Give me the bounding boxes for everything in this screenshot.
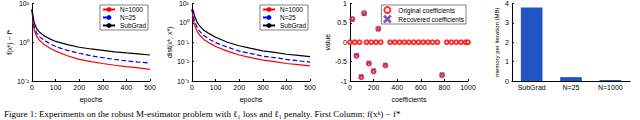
svg-text:600: 600 <box>415 84 427 91</box>
html-text:Figure 1: Experiments on the r: Figure 1: Experiments on the robust M-es… <box>4 109 401 119</box>
svg-text:0.5: 0.5 <box>337 19 347 26</box>
svg-text:500: 500 <box>304 84 316 91</box>
svg-text:10⁻¹: 10⁻¹ <box>177 39 190 46</box>
svg-text:N=25: N=25 <box>563 84 580 91</box>
svg-text:2: 2 <box>505 39 509 46</box>
svg-text:10¹: 10¹ <box>179 0 190 7</box>
svg-text:N=1000: N=1000 <box>280 6 303 13</box>
svg-text:10⁻²: 10⁻² <box>177 58 190 65</box>
svg-text:200: 200 <box>233 84 245 91</box>
svg-text:300: 300 <box>257 84 269 91</box>
svg-text:Recovered coefficients: Recovered coefficients <box>398 16 464 23</box>
svg-text:f(xᵏ) − f*: f(xᵏ) − f* <box>6 29 14 54</box>
svg-text:0: 0 <box>30 84 34 91</box>
svg-text:10⁻³: 10⁻³ <box>177 78 190 85</box>
svg-text:4: 4 <box>505 0 509 7</box>
svg-text:0: 0 <box>348 84 352 91</box>
svg-text:N=25: N=25 <box>120 14 136 21</box>
svg-text:SubGrad: SubGrad <box>518 84 546 91</box>
svg-text:SubGrad: SubGrad <box>120 22 146 29</box>
svg-text:coefficients: coefficients <box>392 96 427 103</box>
svg-text:1000: 1000 <box>460 84 476 91</box>
svg-text:200: 200 <box>368 84 380 91</box>
svg-text:-1: -1 <box>341 78 347 85</box>
svg-text:value: value <box>324 34 331 51</box>
svg-text:N=1000: N=1000 <box>598 84 623 91</box>
svg-text:1: 1 <box>343 0 347 7</box>
svg-text:10⁻²: 10⁻² <box>17 78 30 85</box>
svg-text:10⁰: 10⁰ <box>19 39 30 46</box>
svg-text:Original coefficients: Original coefficients <box>398 7 455 15</box>
svg-text:200: 200 <box>73 84 85 91</box>
svg-text:epochs: epochs <box>80 96 103 104</box>
svg-text:400: 400 <box>281 84 293 91</box>
svg-text:dist(xᵏ, x*): dist(xᵏ, x*) <box>166 26 174 58</box>
svg-text:800: 800 <box>439 84 451 91</box>
svg-text:500: 500 <box>144 84 156 91</box>
svg-text:400: 400 <box>121 84 133 91</box>
svg-text:-0.5: -0.5 <box>335 58 347 65</box>
svg-text:0: 0 <box>505 78 509 85</box>
svg-text:SubGrad: SubGrad <box>280 22 306 29</box>
svg-text:100: 100 <box>210 84 222 91</box>
svg-text:400: 400 <box>391 84 403 91</box>
svg-text:3: 3 <box>505 19 509 26</box>
svg-text:10⁰: 10⁰ <box>179 19 190 26</box>
svg-text:epochs: epochs <box>240 96 263 104</box>
svg-text:memory per iteration (MB): memory per iteration (MB) <box>494 7 500 77</box>
svg-text:0: 0 <box>190 84 194 91</box>
svg-text:10²: 10² <box>19 0 30 7</box>
svg-text:300: 300 <box>97 84 109 91</box>
svg-text:N=1000: N=1000 <box>120 6 143 13</box>
svg-text:N=25: N=25 <box>280 14 296 21</box>
svg-text:1: 1 <box>505 58 509 65</box>
svg-text:0: 0 <box>343 39 347 46</box>
svg-text:100: 100 <box>50 84 62 91</box>
